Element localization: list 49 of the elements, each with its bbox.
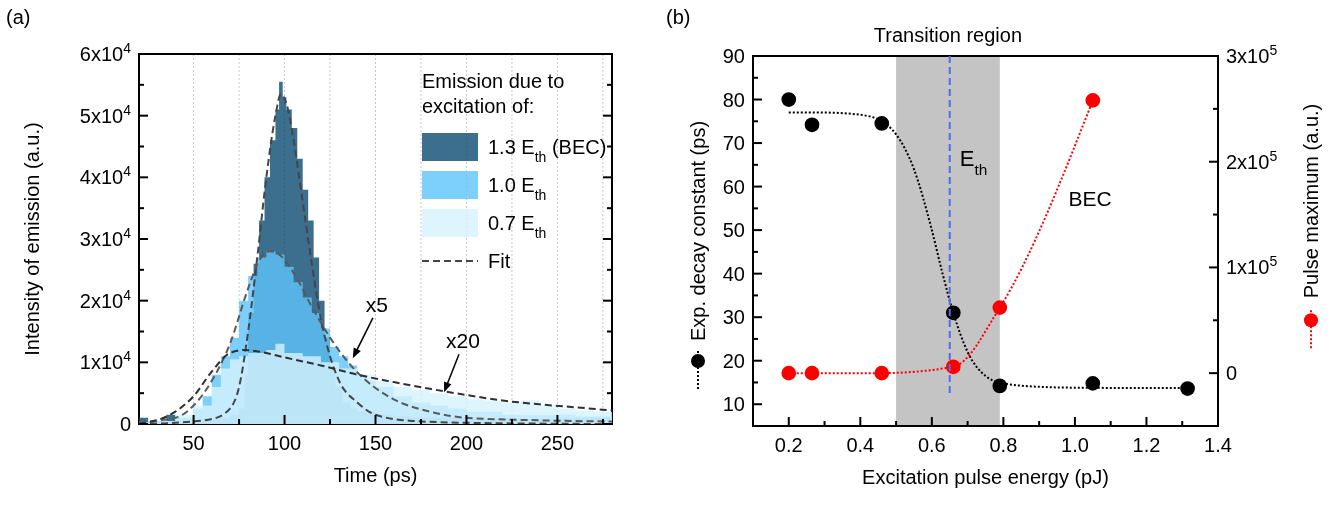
y-tick-label: 3x10$^{4}$ <box>79 225 132 250</box>
y-tick-label: 50 <box>722 219 745 242</box>
annotation: x20 <box>446 329 480 353</box>
y-tick-label: 1x10$^{4}$ <box>79 348 132 374</box>
x-tick-label: 0.4 <box>846 434 875 456</box>
legend-label: 1.0 E$_{th}$ <box>488 174 547 203</box>
x-tick-label: 1.0 <box>1061 434 1089 456</box>
y-tick-label: 2x10$^{4}$ <box>79 286 132 312</box>
annotation: BEC <box>1068 186 1112 210</box>
annotation: x5 <box>365 292 389 316</box>
y2-tick-label: 3x10$^{5}$ <box>1226 42 1278 67</box>
y-tick-label: 4x10$^{4}$ <box>79 163 132 189</box>
y-tick-label: 6x10$^{4}$ <box>79 40 132 65</box>
x-tick-label: 0.2 <box>774 434 803 456</box>
legend-label: Fit <box>488 250 511 272</box>
x-tick-label: 100 <box>267 432 302 454</box>
y-tick-label: 30 <box>722 306 745 329</box>
legend-title: Emission due to excitation of: <box>422 70 565 117</box>
legend-label: 1.3 E$_{th}$ (BEC) <box>488 136 607 165</box>
chart-title: (b) <box>666 6 691 28</box>
band-label: Transition region <box>873 24 1023 46</box>
y2-tick-label: 1x10$^{5}$ <box>1226 253 1278 279</box>
x-tick-label: 250 <box>540 432 575 454</box>
y-tick-label: 0 <box>119 413 131 435</box>
x-tick-label: 200 <box>449 432 484 454</box>
ref-line-label: E$_{th}$ <box>959 146 988 178</box>
legend-label: 0.7 E$_{th}$ <box>488 212 547 241</box>
y-tick-label: 10 <box>722 393 745 416</box>
x-tick-label: 150 <box>358 432 393 454</box>
y-tick-label: 80 <box>722 88 745 111</box>
x-tick-label: 1.2 <box>1132 434 1161 456</box>
y-tick-label: 60 <box>722 175 745 198</box>
x-tick-label: 1.4 <box>1204 434 1232 456</box>
y-axis-title: Intensity of emission (a.u.) <box>21 122 43 356</box>
y-axis-title: Exp. decay constant (ps) <box>687 120 709 342</box>
chart-title: (a) <box>6 6 31 28</box>
y2-tick-label: 2x10$^{5}$ <box>1226 147 1278 173</box>
y-tick-label: 90 <box>722 45 745 67</box>
x-tick-label: 0.6 <box>917 434 946 456</box>
y-tick-label: 20 <box>722 349 745 372</box>
x-tick-label: 0.8 <box>989 434 1018 456</box>
x-axis-title: Time (ps) <box>333 464 418 486</box>
y-tick-label: 70 <box>722 132 745 155</box>
x-tick-label: 50 <box>182 432 205 454</box>
y2-axis-title: Pulse maximum (a.u.) <box>1300 103 1322 299</box>
y2-tick-label: 0 <box>1226 362 1238 385</box>
y-tick-label: 40 <box>722 262 745 285</box>
y-tick-label: 5x10$^{4}$ <box>79 101 132 127</box>
x-axis-title: Excitation pulse energy (pJ) <box>862 466 1109 488</box>
